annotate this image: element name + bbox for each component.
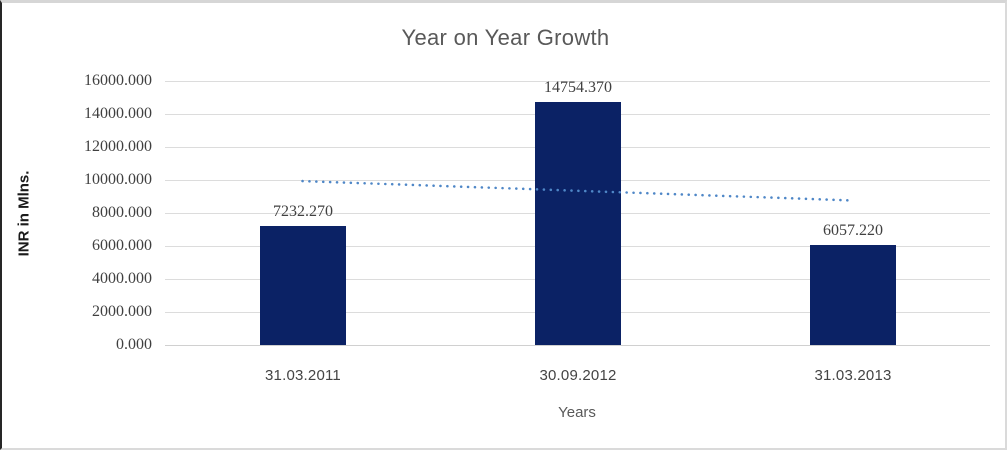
chart-title: Year on Year Growth (401, 25, 610, 50)
y-tick-label: 16000.000 (84, 72, 152, 89)
y-axis-title: INR in Mlns. (15, 170, 33, 257)
bar (260, 226, 346, 345)
bar-data-label: 6057.220 (823, 222, 883, 239)
bar-data-label: 14754.370 (544, 79, 612, 96)
bar (535, 102, 621, 345)
y-tick-label: 4000.000 (92, 270, 152, 287)
gridline (165, 81, 990, 82)
y-tick-label: 0.000 (116, 336, 152, 353)
y-tick-label: 8000.000 (92, 204, 152, 221)
y-tick-label: 2000.000 (92, 303, 152, 320)
y-tick-label: 12000.000 (84, 138, 152, 155)
x-category-label: 30.09.2012 (539, 367, 617, 384)
y-tick-label: 14000.000 (84, 105, 152, 122)
x-category-label: 31.03.2013 (814, 367, 892, 384)
bar-data-label: 7232.270 (273, 203, 333, 220)
y-tick-label: 6000.000 (92, 237, 152, 254)
x-category-label: 31.03.2011 (265, 367, 341, 384)
gridline (165, 345, 990, 346)
y-tick-label: 10000.000 (84, 171, 152, 188)
bar (810, 245, 896, 345)
x-axis-title: Years (558, 404, 596, 421)
